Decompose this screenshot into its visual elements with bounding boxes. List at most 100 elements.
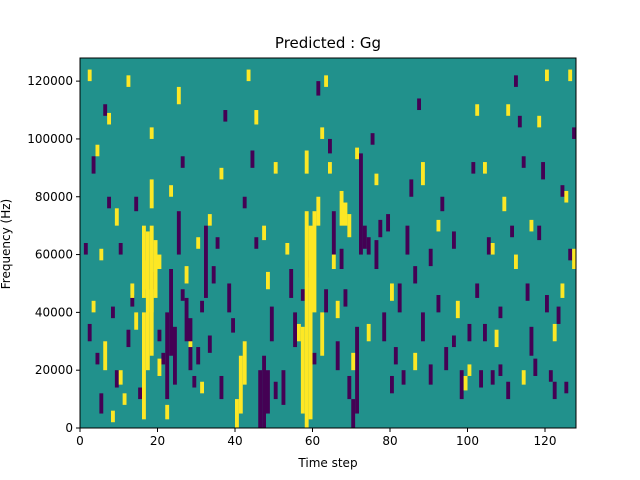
y-tick-label: 80000	[35, 190, 73, 204]
heatmap-cell-low	[211, 266, 216, 284]
heatmap-cell-high	[467, 364, 472, 376]
heatmap-cell-low	[366, 237, 371, 255]
heatmap-cell-high	[490, 243, 495, 255]
heatmap-cell-low	[378, 219, 383, 238]
heatmap-cell-low	[382, 312, 387, 342]
heatmap-cell-low	[289, 269, 294, 298]
heatmap-cell-low	[537, 225, 542, 241]
heatmap-cell-low	[467, 323, 472, 342]
heatmap-cell-high	[552, 323, 557, 342]
heatmap-cell-low	[564, 381, 569, 394]
heatmap-cell-low	[118, 243, 123, 255]
heatmap-cell-low	[397, 283, 402, 313]
heatmap-cell-low	[498, 364, 503, 376]
heatmap-cell-high	[285, 243, 290, 255]
heatmap-cell-low	[130, 295, 135, 307]
heatmap-cell-high	[103, 341, 108, 371]
chart-title: Predicted : Gg	[275, 34, 381, 52]
y-axis-ticks: 0 20000 40000 60000 80000 100000 120000	[27, 74, 80, 435]
heatmap-cell-high	[320, 127, 325, 139]
heatmap-cell-low	[475, 283, 480, 298]
heatmap-cell-low	[386, 214, 391, 232]
heatmap-cell-low	[165, 312, 170, 400]
heatmap-cell-low	[184, 297, 189, 342]
heatmap-cell-low	[452, 335, 456, 348]
heatmap-cell-low	[200, 300, 205, 313]
heatmap-cell-low	[483, 323, 487, 342]
heatmap-cell-high	[463, 375, 468, 391]
heatmap-cell-low	[552, 381, 557, 400]
heatmap-cell-high	[91, 300, 96, 313]
heatmap-cell-low	[568, 248, 573, 261]
heatmap-cell-low	[533, 358, 538, 376]
heatmap-cell-low	[452, 231, 456, 249]
heatmap-cell-low	[258, 370, 263, 428]
heatmap-cell-low	[111, 306, 115, 319]
heatmap-cell-low	[390, 375, 394, 394]
heatmap-cell-low	[428, 248, 433, 267]
heatmap-cell-low	[176, 211, 181, 255]
heatmap-cell-high	[153, 240, 158, 298]
heatmap-cell-low	[393, 347, 398, 365]
heatmap-cell-low	[572, 127, 577, 139]
heatmap-cell-low	[347, 375, 352, 400]
heatmap-cell-high	[343, 202, 348, 226]
heatmap-cell-high	[413, 352, 418, 371]
heatmap-cell-high	[366, 323, 371, 342]
x-tick-label: 100	[456, 434, 479, 448]
heatmap-cell-low	[91, 156, 96, 174]
heatmap-cell-low	[486, 237, 491, 255]
heatmap-cell-high	[494, 329, 499, 348]
heatmap-cell-high	[207, 214, 212, 226]
heatmap-cell-low	[355, 326, 360, 414]
heatmap-cell-low	[359, 153, 363, 255]
heatmap-cell-high	[165, 404, 170, 420]
heatmap-cell-low	[525, 283, 530, 301]
heatmap-cell-high	[351, 352, 356, 371]
heatmap-cell-low	[312, 352, 317, 365]
heatmap-cell-low	[517, 115, 522, 128]
heatmap-cell-low	[328, 138, 332, 154]
heatmap-cell-low	[436, 295, 441, 313]
heatmap-cell-high	[196, 237, 201, 249]
heatmap-cell-low	[207, 335, 212, 353]
heatmap-cell-low	[498, 306, 503, 319]
heatmap-cell-low	[103, 104, 108, 116]
heatmap-cell-high	[339, 190, 344, 226]
heatmap-cell-high	[262, 225, 267, 241]
heatmap-cell-low	[521, 156, 526, 168]
heatmap-cell-low	[107, 196, 112, 209]
heatmap-cell-high	[568, 69, 573, 82]
heatmap-cell-high	[564, 190, 569, 203]
heatmap-cell-low	[560, 185, 565, 197]
heatmap-cell-high	[118, 370, 123, 385]
heatmap-cell-low	[126, 329, 131, 348]
heatmap-plot-area	[79, 57, 577, 429]
heatmap-cell-low	[173, 326, 177, 385]
heatmap-cell-low	[351, 399, 356, 428]
plot-frame	[79, 57, 577, 429]
x-axis-ticks: 0 20 40 60 80 100 120	[76, 428, 556, 448]
heatmap-cell-high	[560, 283, 565, 298]
heatmap-cell-high	[312, 211, 317, 313]
y-axis-label: Frequency (Hz)	[0, 199, 13, 290]
heatmap-cell-high	[169, 185, 174, 197]
heatmap-cell-high	[537, 115, 542, 128]
heatmap-cell-high	[122, 393, 127, 405]
heatmap-cell-high	[142, 312, 146, 420]
x-tick-label: 40	[227, 434, 242, 448]
heatmap-cell-low	[227, 283, 232, 313]
heatmap-cell-low	[490, 370, 495, 385]
heatmap-cell-high	[242, 341, 247, 385]
y-tick-label: 60000	[35, 248, 73, 262]
y-tick-label: 40000	[35, 305, 73, 319]
heatmap-cell-high	[390, 283, 394, 301]
heatmap-cell-high	[300, 326, 305, 414]
heatmap-cell-high	[200, 381, 205, 394]
heatmap-cell-high	[374, 173, 379, 186]
heatmap-cell-high	[184, 266, 189, 284]
heatmap-cell-low	[192, 375, 197, 388]
heatmap-cell-high	[254, 110, 259, 125]
heatmap-cell-high	[246, 69, 251, 82]
